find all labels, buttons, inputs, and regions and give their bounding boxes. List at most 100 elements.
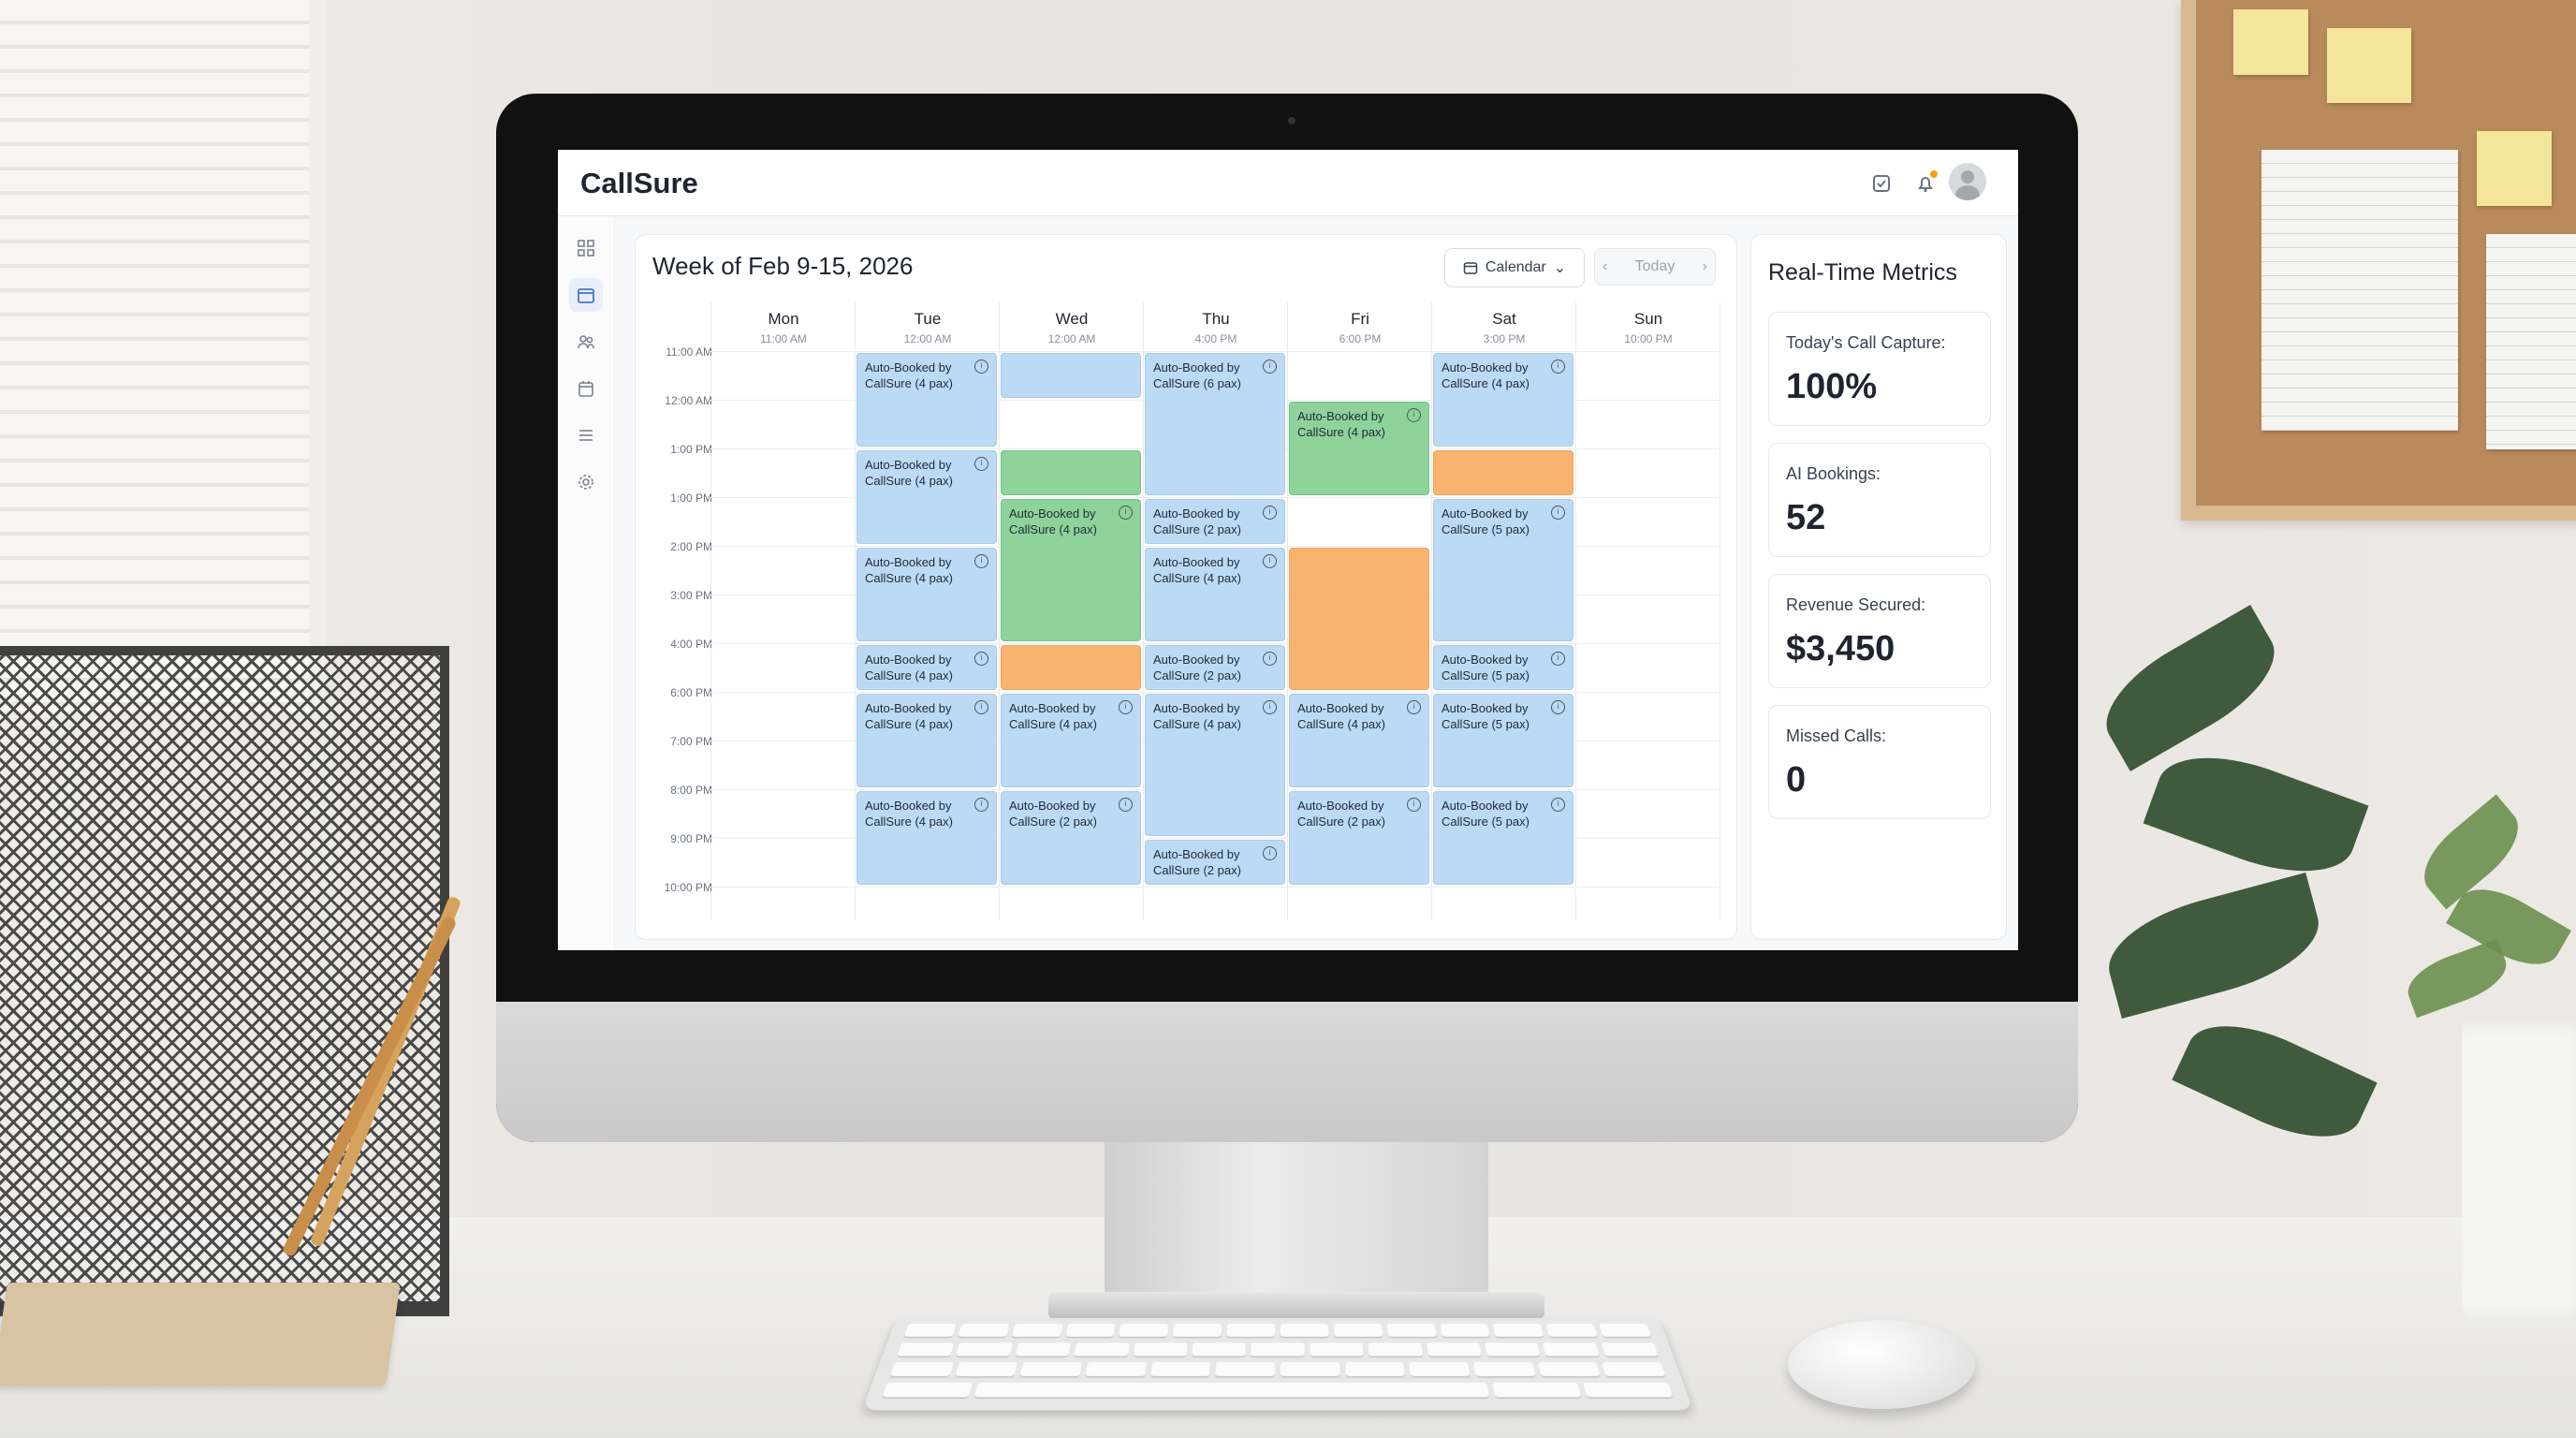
notification-dot [1930,170,1938,178]
booking-event[interactable]: Auto-Booked by CallSure (2 pax) i [1145,499,1285,544]
day-header-thu: Thu 4:00 PM [1143,302,1288,351]
booking-event[interactable]: Auto-Booked by CallSure (2 pax) i [1145,840,1285,885]
booking-event[interactable]: Auto-Booked by CallSure (4 pax) i [856,548,997,641]
booking-event[interactable]: Auto-Booked by CallSure (4 pax) i [1289,694,1429,787]
event-detail: CallSure (5 pax) [1442,521,1565,537]
info-icon: i [974,360,988,374]
camera-icon [1288,117,1295,125]
booking-event[interactable]: Auto-Booked by CallSure (4 pax) i [1145,548,1285,641]
metric-label: Missed Calls: [1786,726,1886,746]
info-icon: i [974,700,988,714]
day-time: 6:00 PM [1288,332,1432,345]
day-time: 3:00 PM [1432,332,1576,345]
column-divider [1575,302,1576,920]
booking-event[interactable]: Auto-Booked by CallSure (4 pax) i [1001,499,1141,641]
day-name: Sat [1432,310,1576,329]
day-name: Fri [1288,310,1432,329]
bell-icon[interactable] [1912,170,1939,197]
booking-event[interactable]: Auto-Booked by CallSure (4 pax) i [856,353,997,447]
tasks-icon[interactable] [1868,170,1895,197]
booking-event[interactable]: Auto-Booked by CallSure (2 pax) i [1145,645,1285,690]
event-title: Auto-Booked by [1442,360,1565,375]
info-icon: i [1407,408,1421,422]
event-title: Auto-Booked by [865,700,988,716]
plant-pot [2462,1020,2576,1320]
event-detail: CallSure (4 pax) [865,716,988,732]
booking-event[interactable]: Auto-Booked by CallSure (4 pax) i [856,450,997,544]
mouse [1788,1320,1975,1409]
metric-card-missed-calls: Missed Calls: 0 [1768,705,1991,819]
calendar-view-dropdown[interactable]: Calendar ⌄ [1444,248,1585,287]
dashboard-icon[interactable] [569,231,603,265]
event-detail: CallSure (4 pax) [865,570,988,586]
calendar-icon[interactable] [569,278,603,312]
column-divider [855,302,856,920]
booking-event[interactable]: Auto-Booked by CallSure (4 pax) i [856,694,997,787]
day-header-sat: Sat 3:00 PM [1431,302,1576,351]
info-icon: i [1263,554,1277,568]
chevron-right-icon[interactable]: › [1703,258,1707,275]
calendar-icon [1463,260,1478,275]
app-brand: CallSure [580,167,698,200]
booking-event[interactable]: Auto-Booked by CallSure (2 pax) i [1001,791,1141,885]
day-time: 10:00 PM [1576,332,1720,345]
booking-event[interactable]: Auto-Booked by CallSure (6 pax) i [1145,353,1285,495]
booking-event[interactable] [1433,450,1573,495]
booking-event[interactable]: Auto-Booked by CallSure (4 pax) i [856,791,997,885]
event-detail: CallSure (2 pax) [1153,862,1277,878]
day-header-mon: Mon 11:00 AM [710,302,856,351]
time-label: 8:00 PM [639,784,712,797]
booking-event[interactable]: Auto-Booked by CallSure (4 pax) i [1001,694,1141,787]
metric-card-revenue: Revenue Secured: $3,450 [1768,574,1991,688]
info-icon: i [1551,652,1565,666]
event-title: Auto-Booked by [865,457,988,473]
booking-event[interactable]: Auto-Booked by CallSure (5 pax) i [1433,645,1573,690]
booking-event[interactable]: Auto-Booked by CallSure (4 pax) i [1289,402,1429,495]
day-header-sun: Sun 10:00 PM [1575,302,1720,351]
booking-event[interactable] [1001,645,1141,690]
calendar-panel: Week of Feb 9-15, 2026 Calendar ⌄ ‹ Toda… [635,234,1737,940]
week-title: Week of Feb 9-15, 2026 [652,252,913,281]
booking-event[interactable]: Auto-Booked by CallSure (4 pax) i [856,645,997,690]
booking-event[interactable]: Auto-Booked by CallSure (2 pax) i [1289,791,1429,885]
booking-event[interactable] [1001,353,1141,398]
day-time: 12:00 AM [1000,332,1144,345]
booking-event[interactable] [1289,548,1429,690]
event-detail: CallSure (5 pax) [1442,814,1565,829]
avatar[interactable] [1949,163,1986,200]
sticky-note [2327,28,2411,103]
day-time: 4:00 PM [1144,332,1288,345]
date-navigation: ‹ Today › [1594,248,1716,286]
event-detail: CallSure (2 pax) [1009,814,1133,829]
list-icon[interactable] [569,418,603,452]
event-detail: CallSure (2 pax) [1153,668,1277,683]
monitor-stand-base [1048,1292,1544,1320]
event-title: Auto-Booked by [1442,700,1565,716]
chevron-left-icon[interactable]: ‹ [1603,258,1607,275]
info-icon: i [1263,360,1277,374]
info-icon: i [974,554,988,568]
time-label: 12:00 AM [639,394,712,407]
time-label: 10:00 PM [639,881,712,894]
column-divider [999,302,1000,920]
event-title: Auto-Booked by [1442,798,1565,814]
booking-event[interactable]: Auto-Booked by CallSure (4 pax) i [1145,694,1285,836]
today-button[interactable]: Today [1635,258,1676,275]
info-icon: i [1263,846,1277,860]
booking-event[interactable]: Auto-Booked by CallSure (5 pax) i [1433,694,1573,787]
event-detail: CallSure (4 pax) [1009,521,1133,537]
schedule-icon[interactable] [569,372,603,405]
booking-event[interactable]: Auto-Booked by CallSure (4 pax) i [1433,353,1573,447]
booking-event[interactable] [1001,450,1141,495]
time-label: 11:00 AM [639,345,712,359]
booking-event[interactable]: Auto-Booked by CallSure (5 pax) i [1433,499,1573,641]
event-title: Auto-Booked by [1297,700,1421,716]
event-title: Auto-Booked by [1442,652,1565,668]
info-icon: i [1263,652,1277,666]
users-icon[interactable] [569,325,603,359]
event-title: Auto-Booked by [1009,700,1133,716]
settings-icon[interactable] [569,465,603,499]
window-blinds [0,0,326,712]
booking-event[interactable]: Auto-Booked by CallSure (5 pax) i [1433,791,1573,885]
event-title: Auto-Booked by [1009,506,1133,521]
